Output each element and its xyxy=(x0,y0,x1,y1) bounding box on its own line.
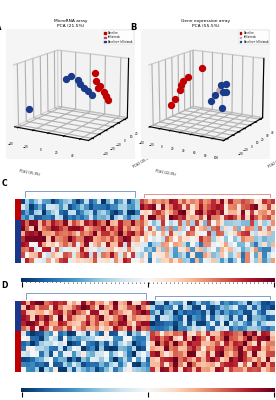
Legend: Baseline, Infliximab, Baseline+Infliximab: Baseline, Infliximab, Baseline+Inflixima… xyxy=(239,30,269,44)
Title: Gene expression array
PCA (55.5%): Gene expression array PCA (55.5%) xyxy=(181,20,230,28)
Legend: Baseline, Infliximab, Baseline+Infliximab: Baseline, Infliximab, Baseline+Inflixima… xyxy=(104,30,134,44)
Text: C: C xyxy=(1,179,7,188)
X-axis label: PC#1 (35.3%): PC#1 (35.3%) xyxy=(19,169,40,176)
Title: MicroRNA array
PCA (21.5%): MicroRNA array PCA (21.5%) xyxy=(54,20,87,28)
Y-axis label: PC#2 (15.1%): PC#2 (15.1%) xyxy=(268,155,276,169)
X-axis label: PC#1 (22.3%): PC#1 (22.3%) xyxy=(155,169,176,176)
Text: A: A xyxy=(0,23,2,32)
Y-axis label: PC#2 (20.3%): PC#2 (20.3%) xyxy=(132,155,153,169)
Text: B: B xyxy=(130,23,137,32)
Text: D: D xyxy=(1,281,8,290)
